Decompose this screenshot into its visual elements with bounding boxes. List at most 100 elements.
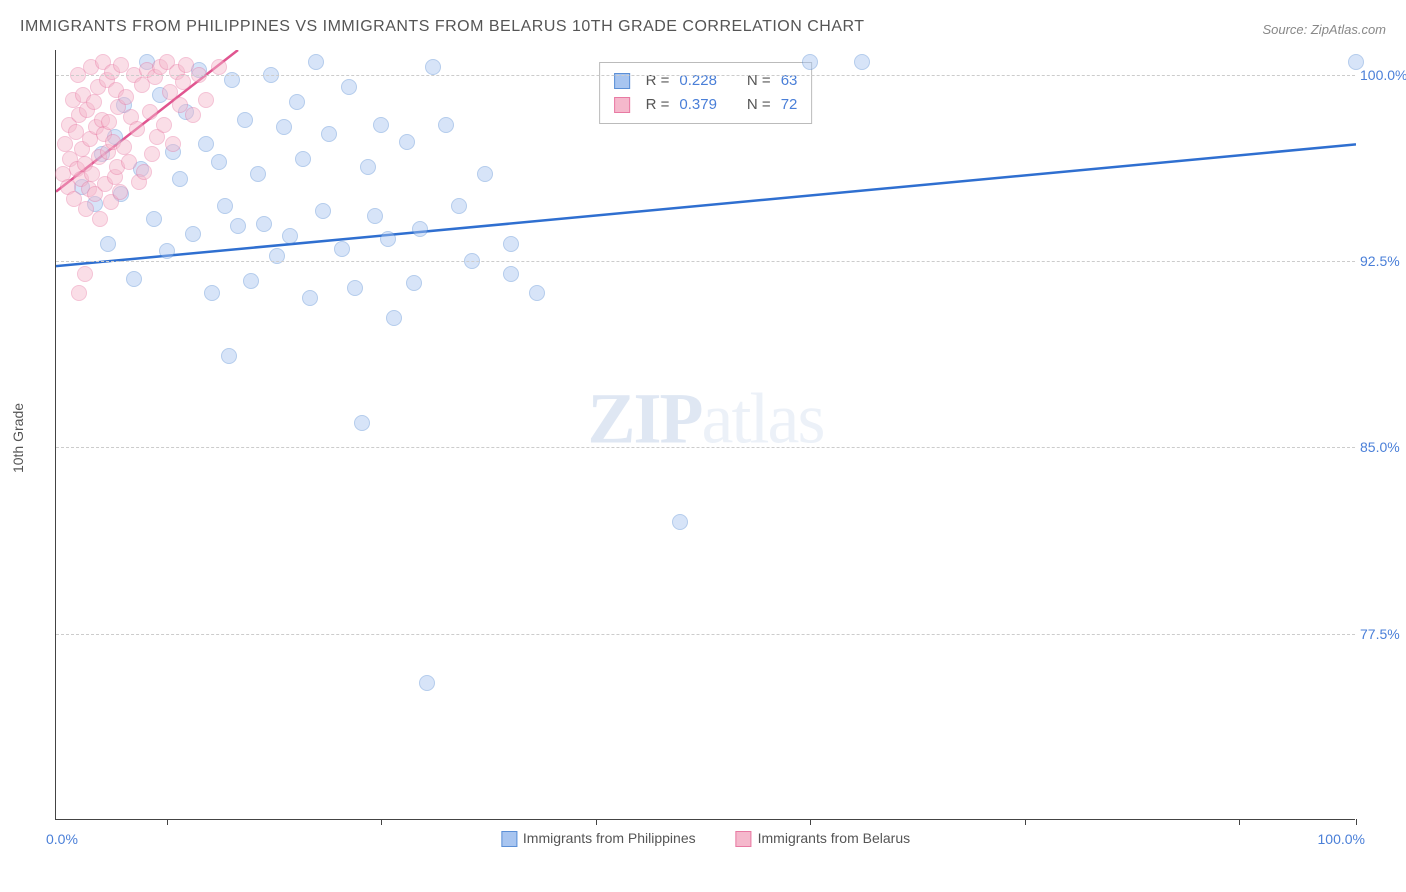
data-point <box>86 94 102 110</box>
data-point <box>399 134 415 150</box>
legend-row: R = 0.228 N = 63 <box>614 69 798 93</box>
data-point <box>477 166 493 182</box>
data-point <box>230 218 246 234</box>
data-point <box>347 280 363 296</box>
legend-label: Immigrants from Philippines <box>523 830 696 846</box>
r-value: 0.228 <box>679 69 717 93</box>
data-point <box>360 159 376 175</box>
x-tick <box>381 819 382 825</box>
y-tick-label: 92.5% <box>1360 253 1406 269</box>
gridline <box>56 634 1355 635</box>
data-point <box>295 151 311 167</box>
data-point <box>92 211 108 227</box>
data-point <box>438 117 454 133</box>
data-point <box>126 271 142 287</box>
n-value: 72 <box>781 93 798 117</box>
data-point <box>802 54 818 70</box>
legend-swatch <box>736 831 752 847</box>
data-point <box>185 107 201 123</box>
data-point <box>112 184 128 200</box>
correlation-legend: R = 0.228 N = 63 R = 0.379 N = 72 <box>599 62 813 124</box>
gridline <box>56 261 1355 262</box>
data-point <box>380 231 396 247</box>
r-label: R = <box>646 69 670 93</box>
data-point <box>672 514 688 530</box>
data-point <box>129 121 145 137</box>
data-point <box>425 59 441 75</box>
x-tick <box>1239 819 1240 825</box>
x-tick <box>1356 819 1357 825</box>
n-value: 63 <box>781 69 798 93</box>
data-point <box>237 112 253 128</box>
data-point <box>308 54 324 70</box>
legend-swatch <box>501 831 517 847</box>
data-point <box>282 228 298 244</box>
data-point <box>289 94 305 110</box>
data-point <box>373 117 389 133</box>
data-point <box>412 221 428 237</box>
y-tick-label: 100.0% <box>1360 67 1406 83</box>
y-tick-label: 85.0% <box>1360 439 1406 455</box>
data-point <box>71 285 87 301</box>
data-point <box>118 89 134 105</box>
data-point <box>116 139 132 155</box>
series-legend: Immigrants from Philippines Immigrants fr… <box>501 830 910 847</box>
legend-label: Immigrants from Belarus <box>758 830 910 846</box>
data-point <box>136 164 152 180</box>
data-point <box>146 211 162 227</box>
data-point <box>341 79 357 95</box>
n-label: N = <box>747 69 771 93</box>
data-point <box>302 290 318 306</box>
data-point <box>211 59 227 75</box>
x-tick <box>1025 819 1026 825</box>
x-tick <box>810 819 811 825</box>
data-point <box>406 275 422 291</box>
data-point <box>315 203 331 219</box>
data-point <box>256 216 272 232</box>
data-point <box>334 241 350 257</box>
data-point <box>217 198 233 214</box>
legend-swatch <box>614 97 630 113</box>
gridline <box>56 75 1355 76</box>
scatter-plot: ZIPatlas R =0.228N =63R =0.379N =72 100.… <box>55 50 1355 820</box>
data-point <box>276 119 292 135</box>
data-point <box>198 92 214 108</box>
data-point <box>243 273 259 289</box>
y-tick-label: 77.5% <box>1360 626 1406 642</box>
chart-title: IMMIGRANTS FROM PHILIPPINES VS IMMIGRANT… <box>20 18 865 36</box>
data-point <box>121 154 137 170</box>
y-axis-label: 10th Grade <box>10 403 26 473</box>
data-point <box>156 117 172 133</box>
data-point <box>419 675 435 691</box>
data-point <box>386 310 402 326</box>
data-point <box>142 104 158 120</box>
gridline <box>56 447 1355 448</box>
data-point <box>854 54 870 70</box>
source-attribution: Source: ZipAtlas.com <box>1262 22 1386 37</box>
data-point <box>100 236 116 252</box>
data-point <box>503 236 519 252</box>
x-tick <box>167 819 168 825</box>
data-point <box>250 166 266 182</box>
data-point <box>367 208 383 224</box>
data-point <box>211 154 227 170</box>
data-point <box>321 126 337 142</box>
data-point <box>144 146 160 162</box>
r-label: R = <box>646 93 670 117</box>
x-axis-min-label: 0.0% <box>46 831 78 847</box>
n-label: N = <box>747 93 771 117</box>
data-point <box>165 136 181 152</box>
trend-line <box>56 144 1356 266</box>
x-axis-max-label: 100.0% <box>1318 831 1365 847</box>
data-point <box>221 348 237 364</box>
data-point <box>175 74 191 90</box>
data-point <box>172 171 188 187</box>
data-point <box>159 243 175 259</box>
data-point <box>77 266 93 282</box>
r-value: 0.379 <box>679 93 717 117</box>
legend-item: Immigrants from Philippines <box>501 830 696 847</box>
x-tick <box>596 819 597 825</box>
data-point <box>78 201 94 217</box>
data-point <box>451 198 467 214</box>
data-point <box>354 415 370 431</box>
